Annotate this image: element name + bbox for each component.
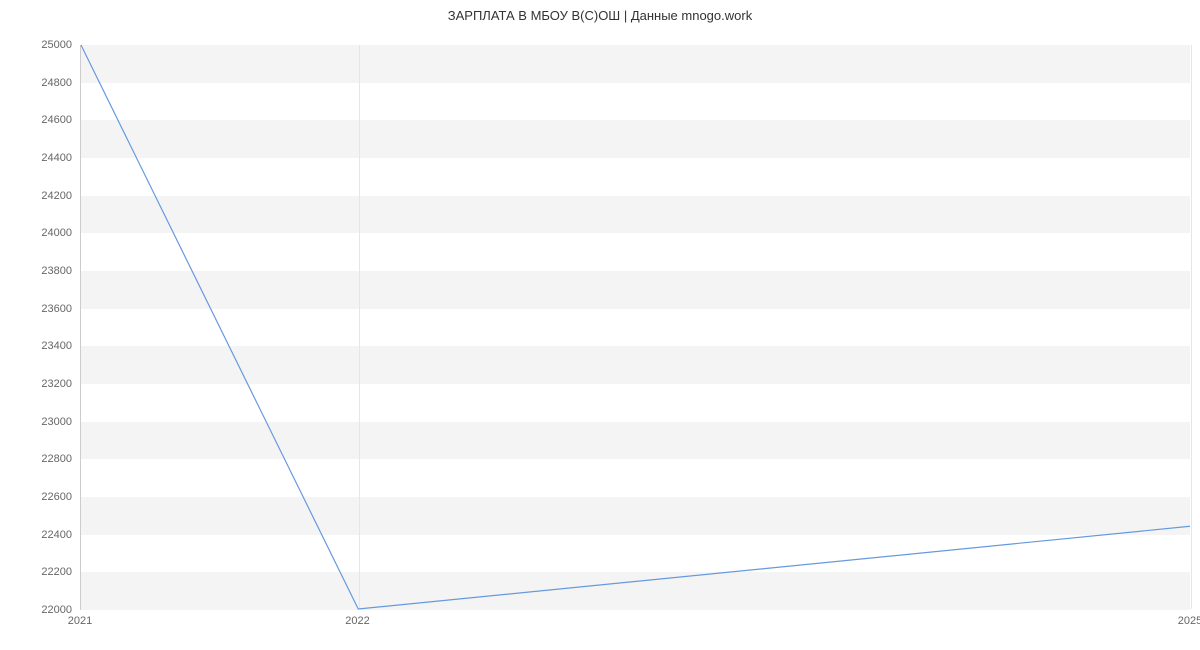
salary-line [81,45,1190,609]
y-tick-label: 22600 [41,491,72,503]
chart-container: 2200022200224002260022800230002320023400… [0,30,1200,630]
y-tick-label: 25000 [41,39,72,51]
y-tick-label: 24400 [41,152,72,164]
x-tick-label: 2021 [68,615,92,627]
y-tick-label: 23000 [41,416,72,428]
y-tick-label: 22400 [41,529,72,541]
x-grid-line [1191,45,1192,609]
y-tick-label: 24800 [41,77,72,89]
y-tick-label: 24600 [41,114,72,126]
y-tick-label: 22200 [41,566,72,578]
plot-area [80,45,1190,610]
y-tick-label: 23600 [41,303,72,315]
y-tick-label: 24200 [41,190,72,202]
y-tick-label: 23200 [41,378,72,390]
series-salary [81,45,1190,609]
y-tick-label: 24000 [41,227,72,239]
x-tick-label: 2022 [345,615,369,627]
y-tick-label: 23400 [41,340,72,352]
y-tick-label: 23800 [41,265,72,277]
y-tick-label: 22800 [41,453,72,465]
x-tick-label: 2025 [1178,615,1200,627]
chart-title: ЗАРПЛАТА В МБОУ В(С)ОШ | Данные mnogo.wo… [0,0,1200,23]
